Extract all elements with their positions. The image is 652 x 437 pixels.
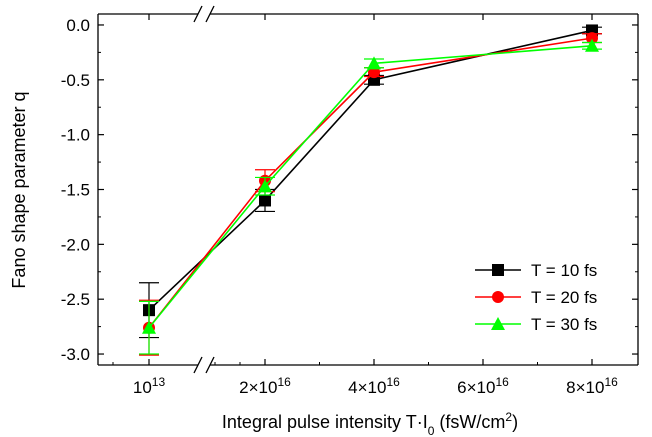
legend: T = 10 fs T = 20 fs T = 30 fs — [475, 261, 597, 334]
y-tick-label: -3.0 — [61, 345, 90, 364]
legend-marker — [492, 291, 504, 303]
series-layer — [139, 24, 602, 356]
y-tick-label: -1.0 — [61, 126, 90, 145]
x-axis-label-middle: (fsW/cm — [434, 412, 505, 432]
y-tick-label: -0.5 — [61, 71, 90, 90]
data-point — [586, 32, 598, 45]
legend-label: T = 10 fs — [531, 261, 597, 280]
x-axis-label-prefix: Integral pulse intensity T·I — [222, 412, 428, 432]
x-tick-label: 6×1016 — [457, 375, 509, 397]
axis-break-gap-bottom — [198, 362, 210, 368]
data-point — [259, 194, 271, 207]
y-tick-label: -2.5 — [61, 290, 90, 309]
y-tick-label: -1.5 — [61, 181, 90, 200]
legend-label: T = 30 fs — [531, 315, 597, 334]
data-point — [585, 38, 599, 52]
data-point — [258, 179, 272, 193]
legend-entry: T = 10 fs — [475, 261, 597, 280]
x-tick-label: 4×1016 — [348, 375, 400, 397]
legend-marker — [491, 317, 505, 330]
data-point — [367, 56, 381, 70]
series-line — [148, 45, 593, 329]
y-tick-label: -2.0 — [61, 235, 90, 254]
x-axis-label-suffix: ) — [512, 412, 518, 432]
series-3 — [139, 38, 602, 355]
legend-entry: T = 20 fs — [475, 288, 597, 307]
x-tick-label: 2×1016 — [239, 375, 291, 397]
y-tick-label: 0.0 — [66, 16, 90, 35]
x-axis-label-sup: 2 — [505, 410, 512, 424]
x-tick-label: 8×1016 — [566, 375, 618, 397]
legend-entry: T = 30 fs — [475, 315, 597, 334]
x-axis-label-sub: 0 — [428, 424, 435, 437]
axis-break-mark-top — [193, 5, 203, 23]
legend-label: T = 20 fs — [531, 288, 597, 307]
axis-break-mark-bottom — [193, 356, 203, 374]
axis-ticks: 0.0 -0.5 -1.0 -1.5 -2.0 -2.5 -3.0 1013 2×1016 4×1… — [61, 14, 638, 397]
x-tick-label: 1013 — [133, 375, 166, 397]
legend-marker — [492, 264, 504, 276]
y-axis-label: Fano shape parameter q — [9, 91, 29, 288]
data-point — [142, 320, 156, 334]
x-axis-label: Integral pulse intensity T·I0 (fsW/cm2) — [222, 410, 518, 437]
axis-break-mark-bottom — [205, 356, 215, 374]
axis-break-mark-top — [205, 5, 215, 23]
